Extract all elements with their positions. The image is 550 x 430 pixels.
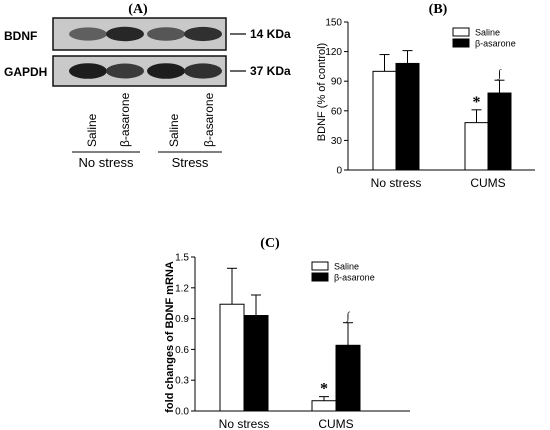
panel-c-significance-marker-0-1: *: [320, 381, 328, 398]
panel-b-legend-swatch-0: [452, 27, 470, 37]
blot-band-gapdh-lane-4: [184, 63, 222, 79]
panel-c-y-tick-label-2: 0.6: [175, 345, 189, 356]
panel-c-y-ticks: 0.0 0.3 0.6 0.9 1.2 1.5: [175, 253, 195, 418]
panel-b-category-label-0: No stress: [371, 176, 422, 190]
panel-c-legend-label-0: Saline: [334, 262, 359, 272]
panel-b-chart: (B) BDNF (% of control) 0 30 60 90 120 150 No…: [316, 2, 535, 190]
panel-b-y-axis-label: BDNF (% of control): [316, 43, 328, 141]
blot-band-gapdh-lane-2: [106, 63, 144, 79]
blot-row-label-gapdh: GAPDH: [4, 65, 47, 79]
size-marker-gapdh: 37 KDa: [250, 64, 291, 78]
blot-band-bdnf-lane-1: [69, 27, 107, 41]
panel-c-y-axis-label: fold changes of BDNF mRNA: [164, 261, 176, 413]
panel-b-y-tick-label-5: 150: [325, 18, 342, 29]
group-label-no-stress: No stress: [79, 155, 134, 170]
panel-c-bar-0-0: [219, 303, 245, 412]
panel-c-legend-label-1: β-asarone: [334, 273, 375, 283]
blot-band-bdnf-lane-3: [147, 27, 185, 41]
group-label-stress: Stress: [172, 155, 209, 170]
panel-c-chart: (C) fold changes of BDNF mRNA 0.00.30.60…: [164, 236, 410, 430]
blot-row-label-bdnf: BDNF: [4, 29, 37, 43]
panel-b-y-tick-label-2: 60: [331, 106, 343, 117]
panel-b-bar-0-1: [464, 122, 489, 171]
panel-b-significance-marker-0-1: *: [473, 94, 481, 111]
panel-b-y-tick-label-4: 120: [325, 47, 342, 58]
blot-band-gapdh-lane-1: [69, 63, 107, 79]
panel-b-significance-marker-1-1: ∫: [497, 68, 502, 80]
panel-b-label: (B): [429, 2, 448, 17]
panel-a-western-blot: (A) BDNF 14 KDa GAPDH 37 KDa Saline β-as…: [4, 2, 291, 170]
panel-b-x-categories: No stress CUMS: [371, 176, 506, 190]
panel-b-bar-1-1: [487, 92, 512, 171]
panel-a-label: (A): [128, 2, 148, 17]
blot-band-bdnf-lane-4: [184, 26, 222, 42]
panel-c-y-tick-label-3: 0.9: [175, 314, 189, 325]
panel-b-y-tick-label-1: 30: [331, 136, 343, 147]
lane-label-3: Saline: [167, 113, 181, 147]
panel-b-bars: *∫: [372, 50, 512, 171]
panel-b-bar-1-0: [395, 62, 420, 171]
gapdh-band-group: [69, 63, 222, 79]
panel-c-bar-1-1: [335, 344, 361, 412]
lane-label-4: β-asarone: [202, 92, 216, 147]
panel-c-category-label-1: CUMS: [318, 417, 353, 430]
panel-c-y-tick-label-5: 1.5: [175, 253, 189, 264]
panel-c-x-categories: No stress CUMS: [219, 417, 354, 430]
blot-band-bdnf-lane-2: [106, 26, 144, 42]
panel-c-category-label-0: No stress: [219, 417, 270, 430]
panel-c-bar-0-1: [311, 400, 337, 412]
panel-c-y-tick-label-4: 1.2: [175, 283, 189, 294]
size-marker-bdnf: 14 KDa: [250, 27, 291, 41]
panel-c-y-tick-label-1: 0.3: [175, 376, 189, 387]
panel-b-legend-swatch-1: [452, 38, 470, 48]
panel-b-y-tick-label-3: 90: [331, 77, 343, 88]
panel-b-category-label-1: CUMS: [470, 176, 505, 190]
lane-label-2: β-asarone: [118, 92, 132, 147]
panel-c-legend-swatch-1: [311, 272, 329, 282]
blot-band-gapdh-lane-3: [147, 63, 185, 79]
panel-c-label: (C): [260, 236, 280, 251]
panel-b-bar-0-0: [372, 70, 397, 171]
panel-b-legend-label-1: β-asarone: [475, 39, 516, 49]
panel-b-y-ticks: 0 30 60 90 120 150: [325, 18, 348, 177]
panel-c-y-tick-label-0: 0.0: [175, 407, 189, 418]
panel-c-bars: *∫: [219, 267, 361, 412]
lane-label-1: Saline: [85, 113, 99, 147]
panel-c-legend-swatch-0: [311, 261, 329, 271]
panel-b-y-tick-label-0: 0: [336, 166, 342, 177]
bdnf-band-group: [69, 26, 222, 42]
panel-b-legend-label-0: Saline: [475, 28, 500, 38]
panel-c-significance-marker-1-1: ∫: [345, 311, 350, 323]
panel-c-bar-1-0: [243, 315, 269, 412]
